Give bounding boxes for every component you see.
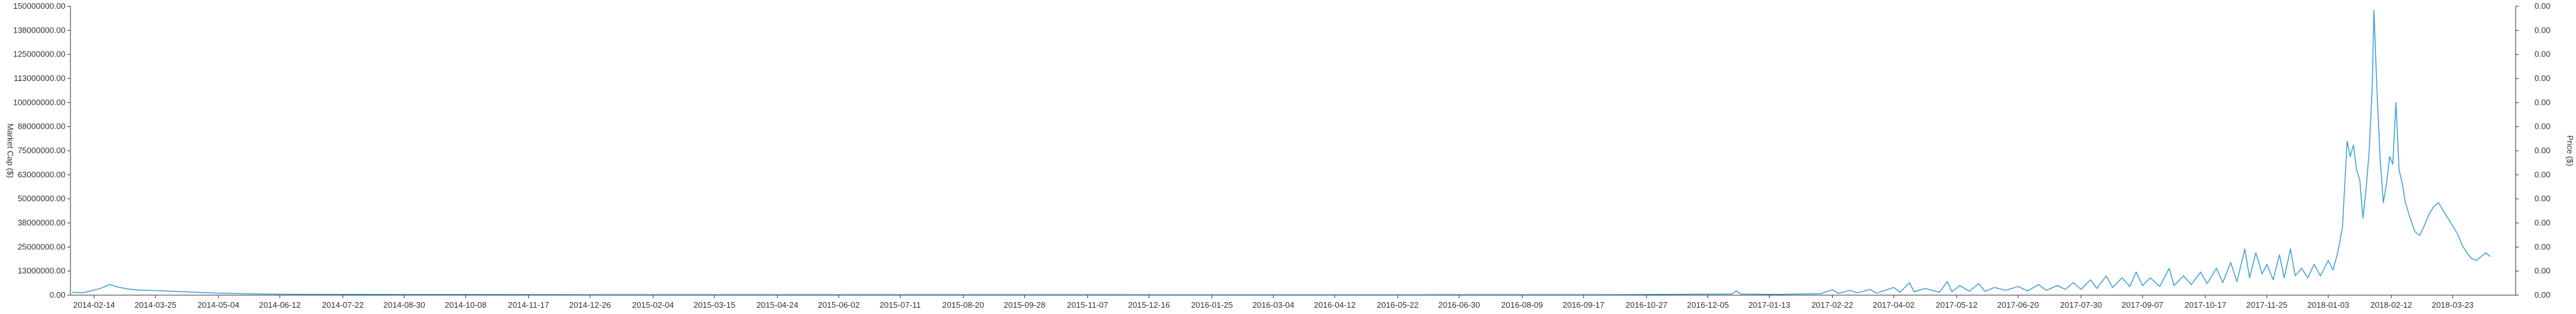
y-left-tick-label: 0.00 — [50, 290, 65, 300]
x-tick-label: 2016-05-22 — [1377, 300, 1419, 310]
x-tick-label: 2014-07-22 — [322, 300, 364, 310]
x-tick-label: 2017-07-30 — [2060, 300, 2102, 310]
y-right-tick-label: 0.00 — [2534, 73, 2550, 83]
x-tick-label: 2014-10-08 — [445, 300, 487, 310]
x-axis: 2014-02-14 2014-03-25 2014-05-04 2014-06-12… — [70, 295, 2516, 310]
x-tick-label: 2017-09-07 — [2121, 300, 2163, 310]
y-right-tick-label: 0.00 — [2534, 170, 2550, 179]
plot-area — [72, 9, 2491, 295]
x-tick-label: 2016-01-25 — [1191, 300, 1233, 310]
x-tick-label: 2017-01-13 — [1748, 300, 1790, 310]
x-tick-label: 2014-08-30 — [384, 300, 426, 310]
x-tick-label: 2014-05-04 — [197, 300, 240, 310]
y-axis-right-title: Price ($) — [2565, 135, 2575, 166]
series-line — [72, 9, 2491, 295]
y-axis-left: 0.00 13000000.00 25000000.00 38000000.00 500… — [13, 1, 71, 300]
x-tick-label: 2017-02-22 — [1811, 300, 1853, 310]
x-tick-label: 2015-11-07 — [1067, 300, 1109, 310]
x-tick-label: 2014-06-12 — [259, 300, 301, 310]
y-right-tick-label: 0.00 — [2534, 218, 2550, 227]
y-left-tick-label: 125000000.00 — [13, 50, 65, 59]
x-tick-label: 2014-11-17 — [508, 300, 550, 310]
y-left-tick-label: 100000000.00 — [13, 97, 65, 107]
x-tick-label: 2015-06-02 — [818, 300, 860, 310]
x-tick-label: 2015-07-11 — [880, 300, 921, 310]
x-tick-label: 2014-12-26 — [569, 300, 611, 310]
y-left-tick-label: 75000000.00 — [18, 146, 65, 155]
y-left-tick-label: 38000000.00 — [18, 218, 65, 227]
y-left-tick-label: 25000000.00 — [18, 242, 65, 251]
y-right-tick-label: 0.00 — [2534, 266, 2550, 276]
x-tick-label: 2018-02-12 — [2370, 300, 2412, 310]
x-tick-label: 2015-04-24 — [757, 300, 799, 310]
x-tick-label: 2015-09-28 — [1004, 300, 1046, 310]
x-tick-label: 2014-02-14 — [73, 300, 115, 310]
y-left-tick-label: 150000000.00 — [13, 1, 65, 11]
y-left-tick-label: 13000000.00 — [18, 266, 65, 276]
x-tick-label: 2016-12-05 — [1687, 300, 1729, 310]
y-axis-left-title: Market Cap ($) — [6, 124, 15, 178]
y-left-tick-label: 138000000.00 — [13, 25, 65, 35]
x-tick-label: 2016-04-12 — [1314, 300, 1356, 310]
x-tick-label: 2017-06-20 — [1997, 300, 2040, 310]
y-axis-right: 0.00 0.00 0.00 0.00 0.00 0.00 0.00 0.00 0.00 0.00… — [2515, 1, 2550, 300]
y-left-tick-label: 50000000.00 — [18, 194, 65, 203]
y-right-tick-label: 0.00 — [2534, 1, 2550, 11]
x-tick-label: 2018-01-03 — [2307, 300, 2350, 310]
axis-titles: Market Cap ($) Price ($) — [6, 124, 2575, 178]
y-right-tick-label: 0.00 — [2534, 122, 2550, 131]
x-tick-label: 2016-08-09 — [1501, 300, 1543, 310]
x-tick-label: 2017-10-17 — [2185, 300, 2227, 310]
x-tick-label: 2016-03-04 — [1252, 300, 1294, 310]
y-left-tick-label: 88000000.00 — [18, 122, 65, 131]
x-tick-label: 2014-03-25 — [135, 300, 177, 310]
x-tick-label: 2017-11-25 — [2246, 300, 2288, 310]
y-right-tick-label: 0.00 — [2534, 242, 2550, 251]
y-left-tick-label: 113000000.00 — [14, 73, 65, 83]
x-tick-label: 2016-09-17 — [1563, 300, 1605, 310]
x-tick-label: 2015-12-16 — [1128, 300, 1170, 310]
x-tick-label: 2015-08-20 — [942, 300, 984, 310]
x-tick-label: 2016-06-30 — [1438, 300, 1480, 310]
x-tick-label: 2015-03-15 — [694, 300, 736, 310]
y-left-tick-label: 63000000.00 — [18, 170, 65, 179]
y-right-tick-label: 0.00 — [2534, 194, 2550, 203]
x-tick-label: 2018-03-23 — [2432, 300, 2474, 310]
y-right-tick-label: 0.00 — [2534, 97, 2550, 107]
y-right-tick-label: 0.00 — [2534, 290, 2550, 300]
y-right-tick-label: 0.00 — [2534, 50, 2550, 59]
x-tick-label: 2016-10-27 — [1626, 300, 1668, 310]
y-right-tick-label: 0.00 — [2534, 25, 2550, 35]
x-tick-label: 2017-05-12 — [1936, 300, 1978, 310]
x-tick-label: 2017-04-02 — [1873, 300, 1915, 310]
y-right-tick-label: 0.00 — [2534, 146, 2550, 155]
x-tick-label: 2015-02-04 — [632, 300, 674, 310]
